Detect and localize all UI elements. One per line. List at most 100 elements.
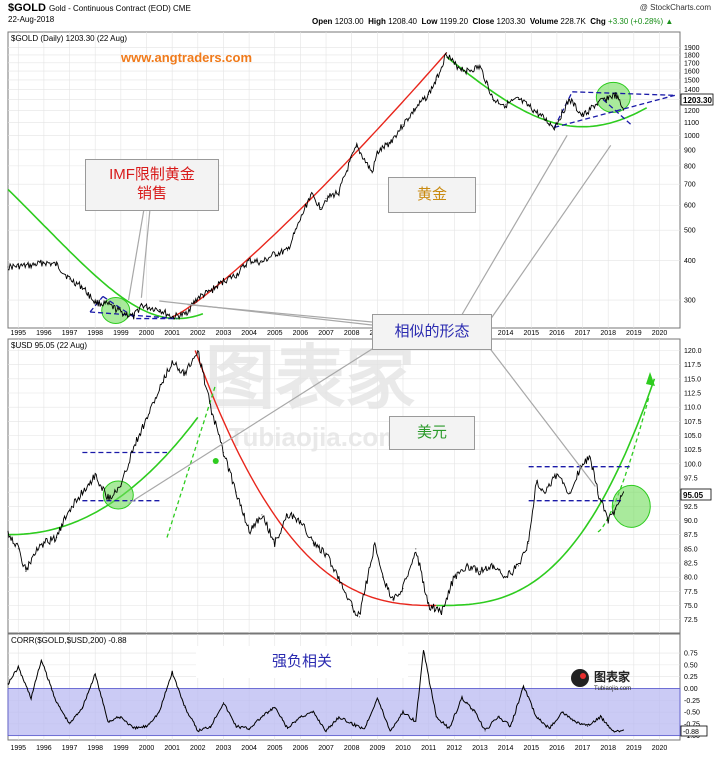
x-tick-label-bottom: 2010: [395, 745, 411, 752]
gold-data-point: [623, 109, 625, 111]
corr-data-point: [364, 728, 366, 730]
usd-y-tick-label: 80.0: [684, 575, 698, 582]
usd-data-point: [146, 418, 148, 419]
gold-y-tick-label: 1700: [684, 60, 700, 67]
correlation-negative-band: [7, 688, 681, 737]
gold-annotation-box: 黄金: [388, 177, 476, 213]
corr-data-point: [376, 697, 378, 699]
x-tick-label-bottom: 2004: [241, 745, 257, 752]
corr-data-point: [389, 730, 391, 732]
corr-data-point: [548, 728, 550, 730]
x-tick-label-bottom: 2020: [652, 745, 668, 752]
x-tick-label-bottom: 2017: [575, 745, 591, 752]
similar-pattern-pointer: [487, 345, 596, 487]
gold-data-point: [235, 274, 237, 276]
gold-data-point: [107, 304, 109, 306]
gold-data-point: [310, 193, 312, 195]
usd-y-tick-label: 105.0: [684, 433, 702, 440]
gold-last-value: 1203.30: [683, 96, 712, 105]
x-tick-label-top: 1996: [36, 330, 52, 337]
corr-data-point: [415, 720, 417, 722]
gold-data-point: [133, 316, 135, 318]
usd-data-point: [528, 542, 530, 544]
usd-data-point: [517, 565, 519, 567]
x-tick-label-bottom: 2005: [267, 745, 283, 752]
chg-up-arrow-icon: ▲: [665, 17, 674, 26]
gold-y-tick-label: 1000: [684, 133, 700, 140]
high-value: 1208.40: [388, 17, 417, 26]
usd-annotation-box: 美元: [389, 416, 475, 450]
gold-data-point: [466, 70, 468, 72]
usd-data-point: [33, 554, 35, 555]
usd-y-tick-label: 117.5: [684, 362, 701, 369]
x-tick-label-bottom: 2000: [139, 745, 155, 752]
corr-data-point: [210, 725, 212, 727]
usd-last-tag: [680, 488, 712, 501]
stockcharts-brand[interactable]: @ StockCharts.com: [639, 3, 711, 12]
usd-data-point: [428, 605, 430, 606]
gold-data-point: [120, 311, 122, 313]
x-tick-label-bottom: 2001: [164, 745, 180, 752]
corr-data-point: [535, 716, 537, 718]
x-tick-label-top: 2002: [190, 330, 206, 337]
gold-data-point: [402, 124, 404, 126]
usd-data-point: [492, 565, 494, 567]
usd-price-line: [7, 350, 625, 617]
gold-recent-pattern-line: [554, 94, 676, 129]
usd-legend: $USD 95.05 (22 Aug): [11, 341, 87, 350]
usd-green-new-rise-curve: [436, 378, 656, 607]
usd-data-point: [351, 605, 353, 606]
usd-data-point: [392, 599, 394, 601]
x-tick-label-top: 2001: [164, 330, 180, 337]
corr-data-point: [146, 725, 148, 727]
x-tick-label-top: 1998: [87, 330, 103, 337]
chg-label: Chg: [590, 17, 606, 26]
gold-data-point: [140, 304, 142, 306]
corr-data-point: [338, 716, 340, 718]
x-tick-label-bottom: 2019: [626, 745, 642, 752]
usd-y-tick-label: 112.5: [684, 391, 701, 398]
similar-pattern-pointer: [459, 135, 568, 319]
corr-data-point: [423, 650, 425, 652]
usd-data-point: [210, 406, 212, 408]
corr-data-point: [435, 716, 437, 718]
usd-y-tick-label: 87.5: [684, 532, 698, 539]
price-series: [7, 52, 625, 733]
x-tick-label-top: 1997: [62, 330, 78, 337]
gold-last-tag: [680, 93, 714, 106]
corr-data-point: [561, 711, 563, 713]
x-tick-label-bottom: 1998: [87, 745, 103, 752]
gold-y-tick-label: 1400: [684, 87, 700, 94]
corr-data-point: [448, 728, 450, 730]
usd-data-point: [69, 508, 71, 510]
corr-data-point: [81, 706, 83, 708]
symbol-description: Gold - Continuous Contract (EOD) CME: [48, 4, 191, 13]
usd-data-point: [158, 389, 160, 391]
similar-pattern-pointer: [187, 304, 373, 323]
usd-green-breakout-arrow: [166, 384, 217, 538]
gold-price-line: [7, 52, 625, 321]
gold-data-point: [530, 107, 532, 109]
corr-data-point: [599, 716, 601, 718]
similar-pattern-pointer: [489, 144, 612, 321]
gold-annotation-text: 黄金: [416, 186, 447, 203]
x-tick-label-top: 2014: [498, 330, 514, 337]
corr-data-point: [461, 697, 463, 699]
usd-y-tick-label: 72.5: [684, 617, 698, 624]
chart-header: $GOLD Gold - Continuous Contract (EOD) C…: [0, 0, 719, 32]
x-tick-label-top: 2005: [267, 330, 283, 337]
gold-y-tick-label: 800: [684, 163, 696, 170]
gold-current-highlight: [595, 81, 631, 113]
gold-y-tick-label: 900: [684, 147, 696, 154]
gold-y-tick-label: 1600: [684, 69, 700, 76]
x-tick-label-bottom: 2006: [293, 745, 309, 752]
volume-label: Volume: [529, 17, 559, 26]
gold-data-point: [210, 290, 212, 292]
gold-y-tick-label: 1100: [684, 120, 699, 127]
corr-data-point: [69, 723, 71, 725]
usd-y-tick-label: 75.0: [684, 603, 698, 610]
imf-pointer: [140, 208, 151, 298]
usd-crossover-dot: [212, 458, 219, 464]
gold-y-tick-label: 500: [684, 228, 696, 235]
gold-y-tick-label: 400: [684, 258, 696, 265]
